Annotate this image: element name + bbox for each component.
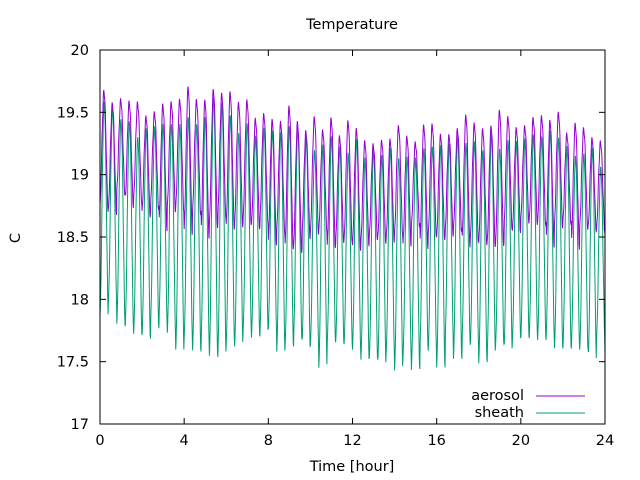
y-tick-label: 18.5 — [57, 230, 89, 246]
series-line-aerosol — [99, 86, 606, 254]
y-tick-label: 20 — [71, 43, 89, 59]
legend-label-sheath: sheath — [475, 405, 524, 421]
y-tick-label: 17 — [71, 417, 89, 433]
y-tick-label: 19.5 — [57, 105, 89, 121]
y-tick-label: 17.5 — [57, 355, 89, 371]
x-tick-label: 16 — [427, 433, 445, 449]
x-tick-label: 20 — [512, 433, 530, 449]
series-line-sheath — [99, 97, 606, 371]
x-axis-label: Time [hour] — [309, 459, 395, 475]
chart-title: Temperature — [305, 17, 398, 33]
y-tick-label: 19 — [71, 168, 89, 184]
y-tick-label: 18 — [71, 292, 89, 308]
axis-layer: 0 4 8 12 16 20 24 17 17.5 18 18.5 19 19.5 20 — [57, 43, 615, 449]
series-layer — [99, 86, 606, 371]
y-axis-label: C — [8, 233, 24, 243]
x-tick-label: 8 — [264, 433, 273, 449]
x-tick-label: 12 — [343, 433, 361, 449]
legend-label-aerosol: aerosol — [471, 388, 524, 404]
x-tick-label: 0 — [95, 433, 104, 449]
x-tick-label: 24 — [596, 433, 614, 449]
x-tick-label: 4 — [180, 433, 189, 449]
legend: aerosol sheath — [471, 388, 585, 421]
